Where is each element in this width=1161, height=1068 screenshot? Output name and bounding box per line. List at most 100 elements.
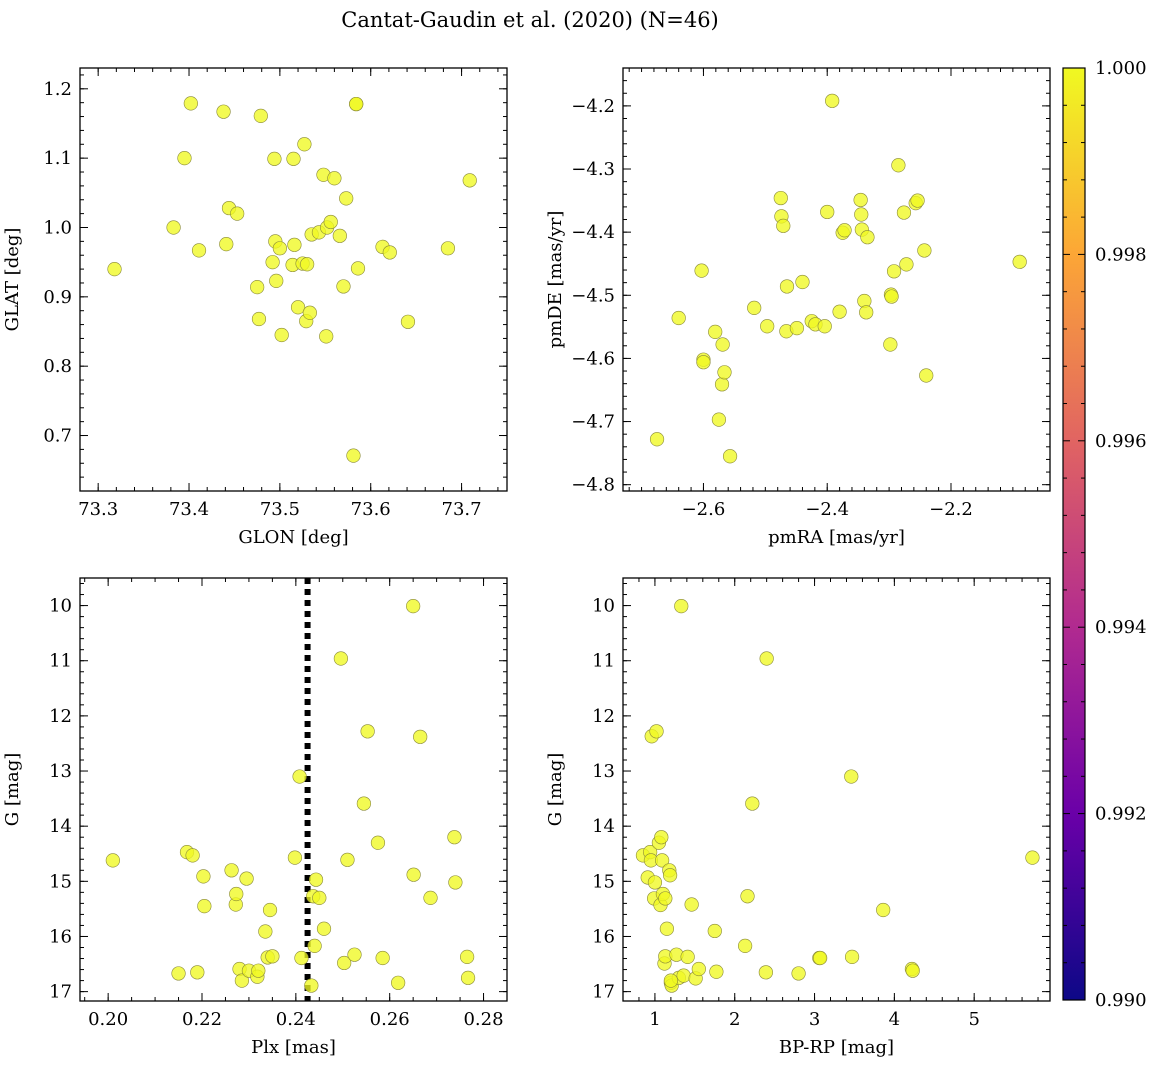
data-point: [691, 961, 706, 977]
data-point: [267, 151, 282, 166]
data-point: [406, 599, 421, 614]
data-point: [229, 886, 244, 902]
data-point: [884, 289, 899, 304]
colorbar-gradient: [1062, 67, 1086, 1001]
data-point: [709, 964, 724, 979]
data-point: [327, 171, 342, 186]
data-point: [300, 257, 315, 272]
data-point: [708, 324, 723, 340]
data-point: [671, 310, 686, 326]
data-point: [292, 769, 307, 784]
data-point: [304, 978, 319, 993]
panel-pmra-pmde: −2.6 −2.4 −2.2 −4.8 −4.7 −4.6 −4.5 −4.4 −4.3 −4.2…: [545, 67, 1051, 548]
data-point: [817, 319, 832, 334]
data-point: [224, 863, 239, 878]
data-point: [659, 921, 674, 936]
data-point: [349, 96, 364, 112]
data-point: [307, 938, 322, 953]
x-tick-label: 0.24: [276, 1009, 316, 1030]
y-axis-label: GLAT [deg]: [2, 228, 23, 332]
colorbar-tick-label: 0.992: [1095, 804, 1147, 825]
data-point: [859, 305, 874, 320]
x-tick-label: −2.4: [805, 499, 849, 520]
data-point: [658, 891, 673, 906]
data-point: [337, 955, 352, 971]
colorbar-tick-label: 0.996: [1095, 431, 1147, 452]
data-point: [312, 890, 327, 905]
y-tick-label: 12: [49, 706, 72, 727]
data-point: [694, 263, 709, 278]
data-point: [707, 923, 722, 939]
y-tick-label: −4.6: [571, 348, 615, 369]
y-tick-label: 0.9: [43, 287, 72, 308]
data-point: [340, 852, 355, 867]
data-point: [649, 724, 664, 739]
data-point: [253, 108, 268, 123]
x-tick-label: 73.7: [442, 499, 482, 520]
data-point: [460, 949, 475, 964]
data-point: [190, 965, 205, 980]
axes-frame: [79, 67, 508, 492]
y-tick-label: 14: [49, 816, 72, 837]
data-point: [655, 853, 670, 868]
data-point: [779, 279, 795, 294]
y-tick-label: −4.3: [571, 159, 615, 180]
y-tick-label: 14: [592, 816, 615, 837]
panel-plx-gmag: 0.20 0.22 0.24 0.26 0.28 10 11 12 13 14 15 16 17 Plx …: [2, 577, 508, 1058]
data-point: [844, 769, 859, 784]
data-point: [462, 173, 477, 188]
data-point: [684, 897, 699, 912]
data-point: [413, 729, 428, 744]
data-point: [460, 970, 476, 985]
data-point: [899, 257, 914, 272]
data-point: [647, 875, 663, 890]
data-point: [919, 368, 934, 383]
data-point: [813, 950, 828, 966]
x-tick-label: 0.28: [463, 1009, 503, 1030]
data-point: [196, 869, 211, 884]
data-point: [758, 965, 773, 980]
data-point: [286, 151, 301, 166]
data-point: [107, 261, 122, 277]
axes-frame: [622, 67, 1051, 492]
data-point: [265, 255, 280, 270]
figure-title: Cantat-Gaudin et al. (2020) (N=46): [341, 8, 719, 32]
data-point: [316, 921, 332, 936]
data-point: [262, 902, 278, 918]
data-point: [440, 241, 456, 256]
data-point: [350, 261, 366, 276]
data-point: [332, 228, 347, 243]
data-point: [191, 243, 207, 258]
y-tick-label: −4.8: [571, 475, 615, 496]
data-point: [649, 432, 665, 447]
y-tick-label: 12: [592, 706, 615, 727]
y-tick-label: 15: [49, 871, 72, 892]
data-point: [791, 966, 806, 981]
data-point: [287, 850, 303, 865]
data-point: [905, 963, 920, 978]
data-point: [251, 311, 267, 327]
data-point: [216, 104, 231, 119]
y-tick-label: −4.4: [571, 222, 615, 243]
data-point: [272, 241, 287, 256]
data-point: [347, 947, 362, 962]
data-point: [886, 264, 902, 279]
y-tick-label: 15: [592, 871, 615, 892]
data-point: [346, 448, 361, 463]
data-point: [663, 973, 678, 988]
data-point: [883, 337, 898, 352]
data-point: [795, 274, 810, 290]
data-point: [234, 973, 249, 988]
data-point: [382, 245, 397, 260]
x-tick-label: 73.5: [260, 499, 300, 520]
data-point: [696, 355, 711, 370]
y-axis-label: G [mag]: [545, 753, 566, 826]
x-axis-label: GLON [deg]: [238, 527, 348, 548]
colorbar-tick-label: 0.990: [1095, 990, 1147, 1011]
data-point: [171, 966, 186, 981]
data-point: [837, 223, 852, 238]
data-point: [820, 204, 835, 220]
data-point: [917, 243, 932, 258]
